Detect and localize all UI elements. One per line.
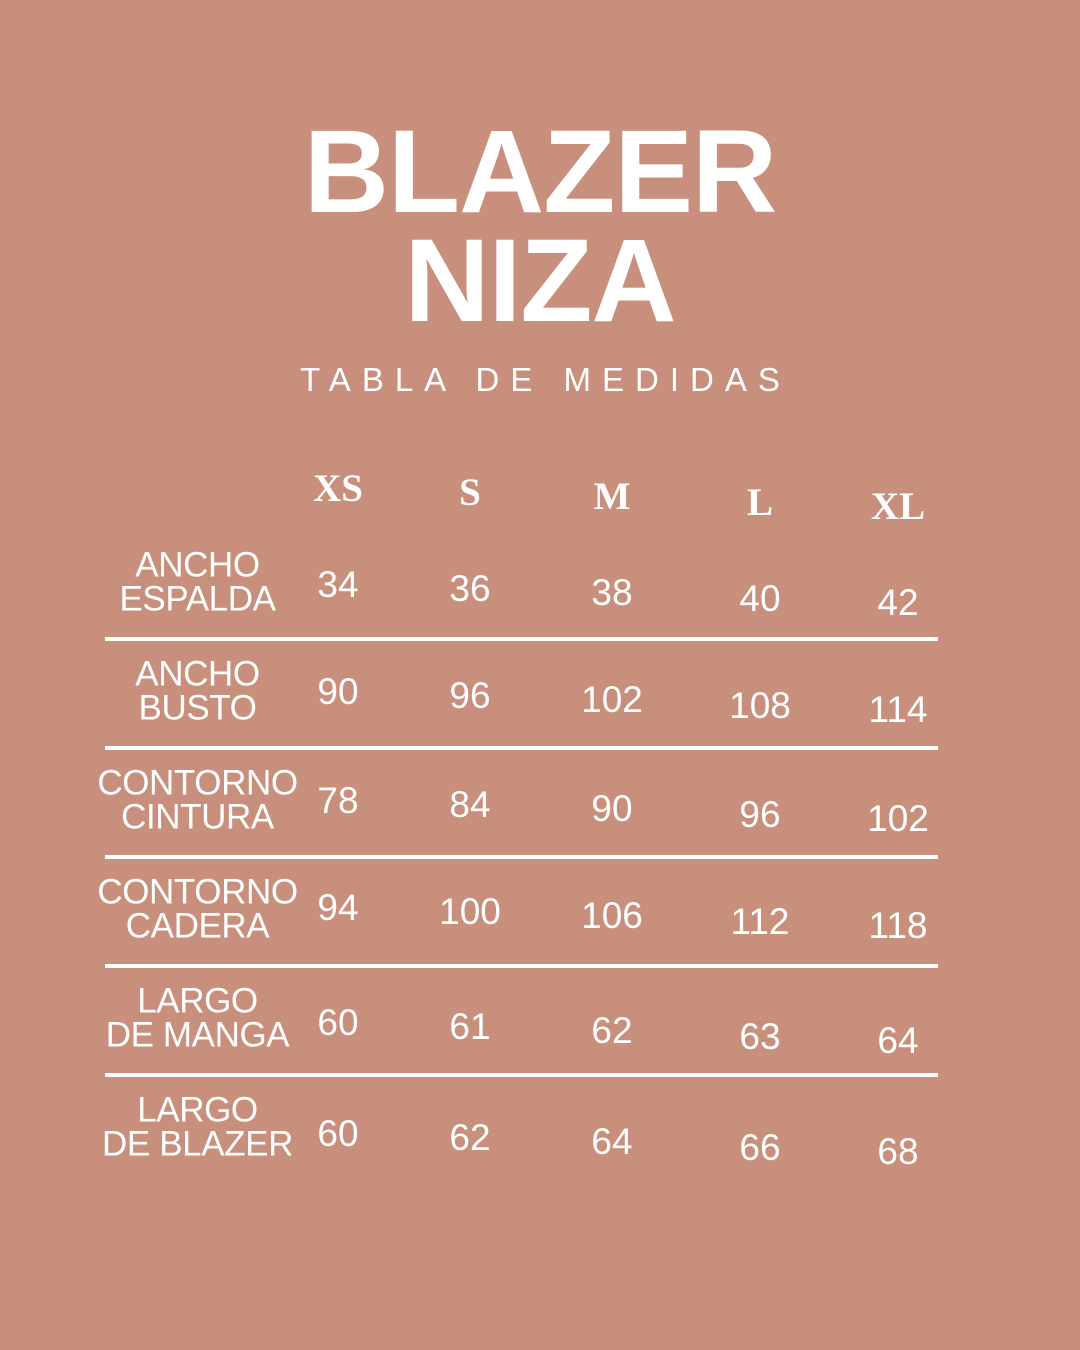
cell-xs: 34 bbox=[317, 564, 359, 605]
row-divider bbox=[105, 637, 938, 641]
size-chart-rows: ANCHO ESPALDA 34 36 38 40 42 ANCHO BUSTO 90 96 102 1… bbox=[0, 528, 1080, 1182]
cell-xl: 118 bbox=[868, 905, 928, 946]
row-divider bbox=[105, 746, 938, 750]
row-label-line: CINTURA bbox=[121, 797, 274, 837]
row-label-line: LARGO bbox=[137, 981, 258, 1021]
cell-xl: 102 bbox=[867, 798, 929, 839]
row-label: CONTORNO CADERA bbox=[95, 872, 300, 946]
cell-m: 102 bbox=[581, 679, 643, 720]
cell-l: 63 bbox=[739, 1016, 781, 1057]
cell-xl: 64 bbox=[877, 1020, 919, 1061]
cell-m: 106 bbox=[581, 895, 643, 936]
cell-m: 62 bbox=[591, 1010, 633, 1051]
cell-s: 96 bbox=[449, 675, 491, 716]
cell-m: 38 bbox=[591, 572, 633, 613]
title-line-1: BLAZER bbox=[303, 106, 778, 238]
cell-l: 96 bbox=[739, 794, 781, 835]
cell-xl: 68 bbox=[877, 1131, 919, 1172]
cell-m: 90 bbox=[591, 788, 633, 829]
table-row: CONTORNO CADERA 94 100 106 112 118 bbox=[0, 855, 1080, 964]
table-row: LARGO DE MANGA 60 61 62 63 64 bbox=[0, 964, 1080, 1073]
cell-xs: 94 bbox=[317, 887, 359, 928]
row-label: LARGO DE MANGA bbox=[95, 981, 300, 1055]
row-label-line: CONTORNO bbox=[97, 763, 298, 803]
row-divider bbox=[105, 964, 938, 968]
page-subtitle: TABLA DE MEDIDAS bbox=[300, 361, 791, 399]
cell-xl: 114 bbox=[868, 689, 928, 730]
row-label: CONTORNO CINTURA bbox=[95, 763, 300, 837]
cell-m: 64 bbox=[591, 1121, 633, 1162]
row-label-line: CADERA bbox=[125, 906, 270, 946]
row-label-line: ESPALDA bbox=[119, 579, 276, 619]
row-label-line: ANCHO bbox=[135, 654, 260, 694]
row-label-line: DE BLAZER bbox=[102, 1124, 293, 1164]
size-header-row: XS S M L XL bbox=[0, 466, 1080, 528]
row-label: ANCHO ESPALDA bbox=[95, 545, 300, 619]
table-row: CONTORNO CINTURA 78 84 90 96 102 bbox=[0, 746, 1080, 855]
cell-s: 62 bbox=[449, 1117, 491, 1158]
cell-xs: 60 bbox=[317, 1113, 359, 1154]
row-label-line: ANCHO bbox=[135, 545, 260, 585]
cell-s: 61 bbox=[449, 1006, 491, 1047]
cell-xl: 42 bbox=[877, 582, 919, 623]
cell-s: 36 bbox=[449, 568, 491, 609]
page-title: BLAZER NIZA bbox=[0, 0, 1080, 347]
cell-l: 108 bbox=[729, 685, 791, 726]
cell-l: 66 bbox=[739, 1127, 781, 1168]
row-divider bbox=[105, 855, 938, 859]
row-divider bbox=[105, 1073, 938, 1077]
size-header-xl: XL bbox=[870, 485, 926, 528]
cell-l: 40 bbox=[739, 578, 781, 619]
cell-l: 112 bbox=[730, 901, 790, 942]
table-row: ANCHO ESPALDA 34 36 38 40 42 bbox=[0, 528, 1080, 637]
cell-xs: 78 bbox=[317, 780, 359, 821]
row-label-line: LARGO bbox=[137, 1090, 258, 1130]
header: BLAZER NIZA TABLA DE MEDIDAS bbox=[0, 0, 1080, 399]
table-row: ANCHO BUSTO 90 96 102 108 114 bbox=[0, 637, 1080, 746]
cell-xs: 90 bbox=[317, 671, 359, 712]
cell-xs: 60 bbox=[317, 1002, 359, 1043]
size-header-m: M bbox=[593, 475, 631, 518]
size-header-xs: XS bbox=[313, 467, 363, 510]
row-label: LARGO DE BLAZER bbox=[95, 1090, 300, 1164]
table-row: LARGO DE BLAZER 60 62 64 66 68 bbox=[0, 1073, 1080, 1182]
cell-s: 100 bbox=[439, 891, 501, 932]
size-chart-table: XS S M L XL ANCHO ESPALDA 34 36 38 40 42 ANCHO BUSTO… bbox=[0, 466, 1080, 1182]
row-label-line: BUSTO bbox=[138, 688, 257, 728]
row-label-line: CONTORNO bbox=[97, 872, 298, 912]
cell-s: 84 bbox=[449, 784, 491, 825]
size-header-s: S bbox=[459, 471, 481, 514]
row-label: ANCHO BUSTO bbox=[95, 654, 300, 728]
title-line-2: NIZA bbox=[404, 214, 676, 347]
row-label-line: DE MANGA bbox=[105, 1015, 290, 1055]
size-header-l: L bbox=[746, 481, 774, 524]
